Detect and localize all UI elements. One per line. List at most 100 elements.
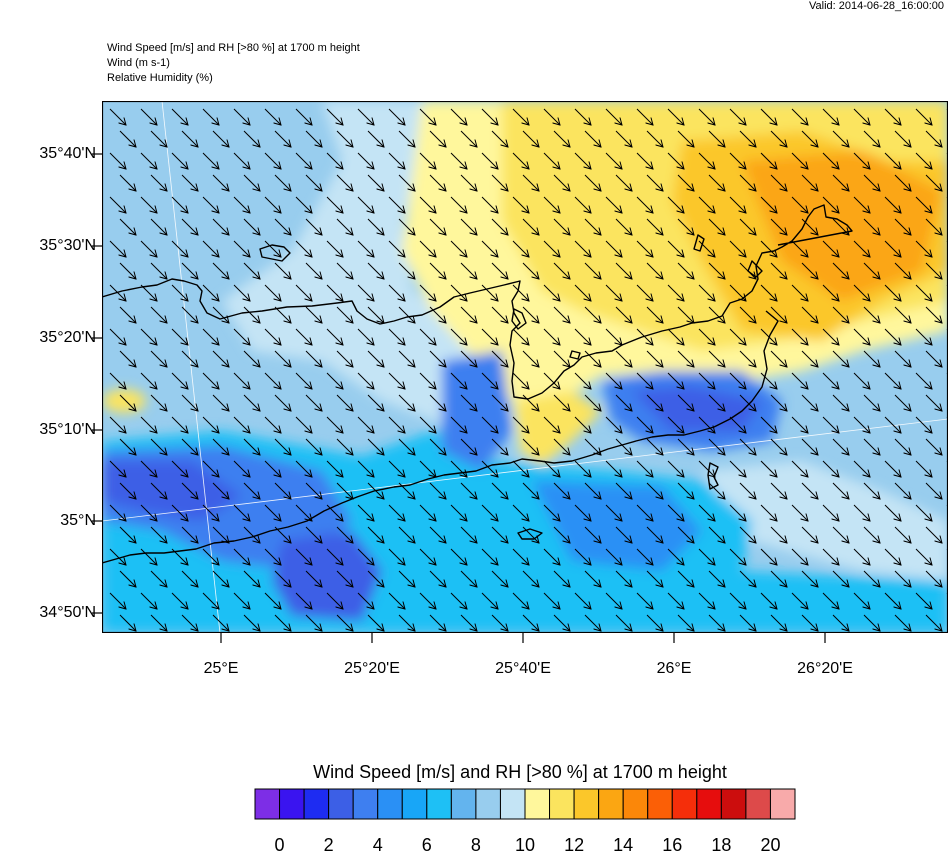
wind-arrow xyxy=(915,240,932,257)
wind-arrow xyxy=(925,526,942,543)
wind-arrow xyxy=(522,526,539,543)
wind-arrow xyxy=(729,108,746,125)
wind-arrow xyxy=(677,394,694,411)
wind-arrow xyxy=(450,108,467,125)
wind-arrow xyxy=(801,350,818,367)
wind-arrow xyxy=(698,460,715,477)
wind-arrow xyxy=(760,152,777,169)
wind-arrow xyxy=(326,592,343,609)
wind-arrow xyxy=(832,526,849,543)
wind-arrow xyxy=(233,548,250,565)
lat-label: 35°30'N xyxy=(39,237,96,254)
wind-arrow xyxy=(543,328,560,345)
wind-arrow xyxy=(894,438,911,455)
wind-arrow xyxy=(295,416,312,433)
wind-arrow xyxy=(915,592,932,609)
wind-arrow xyxy=(398,262,415,279)
wind-arrow xyxy=(574,592,591,609)
wind-arrow xyxy=(233,416,250,433)
wind-arrow xyxy=(646,394,663,411)
field-cyan-south xyxy=(532,481,702,571)
wind-arrow xyxy=(615,218,632,235)
wind-arrow xyxy=(863,262,880,279)
wind-arrow xyxy=(512,416,529,433)
wind-arrow xyxy=(925,482,942,499)
wind-arrow xyxy=(481,416,498,433)
wind-arrow xyxy=(698,372,715,389)
wind-arrow xyxy=(398,350,415,367)
wind-arrow xyxy=(429,482,446,499)
wind-arrow xyxy=(698,328,715,345)
wind-arrow xyxy=(181,614,198,631)
wind-arrow xyxy=(543,548,560,565)
wind-arrow xyxy=(739,174,756,191)
axis-ticks xyxy=(92,153,826,643)
colorbar-swatch xyxy=(401,788,428,820)
wind-arrow xyxy=(450,592,467,609)
wind-arrow xyxy=(295,460,312,477)
wind-arrow xyxy=(181,570,198,587)
wind-arrow xyxy=(522,130,539,147)
wind-arrow xyxy=(822,108,839,125)
wind-arrow xyxy=(646,174,663,191)
wind-arrow xyxy=(274,614,291,631)
wind-arrow xyxy=(584,482,601,499)
wind-arrow xyxy=(336,218,353,235)
wind-arrow xyxy=(646,218,663,235)
wind-arrow xyxy=(760,592,777,609)
wind-arrow xyxy=(233,108,250,125)
wind-arrow xyxy=(667,460,684,477)
wind-arrow xyxy=(667,240,684,257)
wind-arrow xyxy=(305,262,322,279)
wind-arrow xyxy=(367,438,384,455)
wind-arrow xyxy=(460,174,477,191)
wind-arrow xyxy=(140,240,157,257)
wind-arrow xyxy=(584,218,601,235)
wind-arrow xyxy=(677,130,694,147)
wind-arrow xyxy=(336,394,353,411)
wind-arrow xyxy=(553,306,570,323)
wind-arrow xyxy=(574,504,591,521)
wind-arrow xyxy=(739,438,756,455)
wind-arrow xyxy=(481,108,498,125)
wind-arrow xyxy=(491,438,508,455)
wind-arrow xyxy=(119,482,136,499)
wind-arrow xyxy=(357,504,374,521)
wind-arrow xyxy=(419,504,436,521)
wind-arrow xyxy=(305,438,322,455)
wind-arrow xyxy=(543,240,560,257)
wind-arrow xyxy=(832,482,849,499)
wind-arrow xyxy=(233,592,250,609)
wind-arrow xyxy=(181,262,198,279)
wind-arrow xyxy=(677,614,694,631)
wind-arrow xyxy=(450,548,467,565)
wind-arrow xyxy=(109,328,126,345)
wind-arrow xyxy=(822,372,839,389)
wind-arrow xyxy=(295,240,312,257)
wind-arrow xyxy=(791,592,808,609)
wind-arrow xyxy=(925,614,942,631)
colorbar-swatch xyxy=(696,788,722,820)
wind-arrow xyxy=(233,460,250,477)
colorbar-swatch xyxy=(573,788,600,820)
wind-arrow xyxy=(140,416,157,433)
wind-arrow xyxy=(398,438,415,455)
wind-arrow xyxy=(739,482,756,499)
wind-arrow xyxy=(553,174,570,191)
wind-arrow xyxy=(233,372,250,389)
wind-arrow xyxy=(708,570,725,587)
wind-arrow xyxy=(326,460,343,477)
wind-arrow xyxy=(150,350,167,367)
wind-arrow xyxy=(119,130,136,147)
colorbar-swatch xyxy=(352,788,379,820)
wind-arrow xyxy=(677,218,694,235)
wind-arrow xyxy=(512,152,529,169)
wind-arrow xyxy=(233,152,250,169)
wind-arrow xyxy=(274,482,291,499)
wind-arrow xyxy=(119,350,136,367)
wind-arrow xyxy=(832,614,849,631)
wind-arrow xyxy=(202,152,219,169)
colorbar-swatch xyxy=(254,788,281,820)
wind-arrow xyxy=(429,218,446,235)
wind-arrow xyxy=(605,548,622,565)
